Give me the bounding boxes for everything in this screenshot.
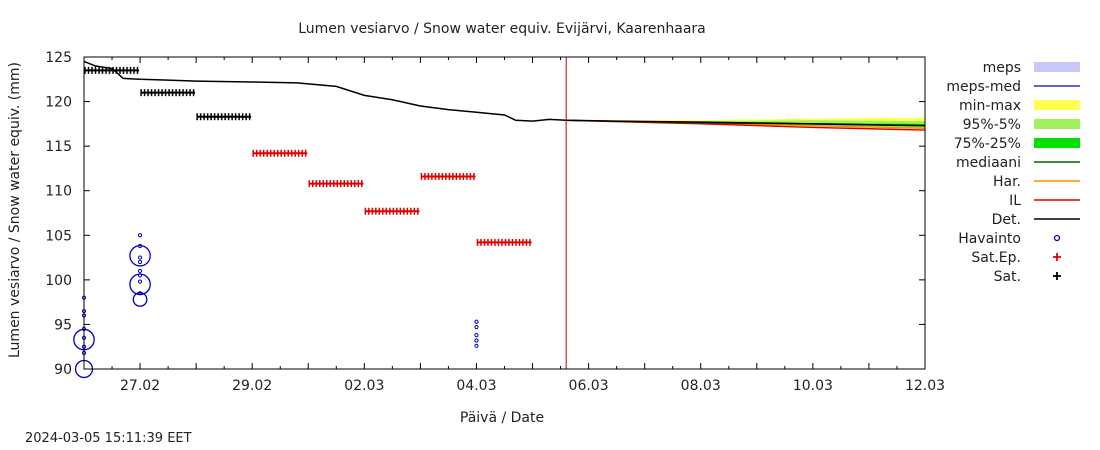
y-tick-label: 115 xyxy=(45,139,72,155)
det-line xyxy=(83,60,926,127)
legend-swatch-p75 xyxy=(1034,138,1080,148)
legend-swatch-minmax xyxy=(1034,100,1080,110)
x-tick-label: 06.03 xyxy=(569,378,609,394)
series-lines xyxy=(83,57,926,369)
satep-marker xyxy=(252,149,308,157)
axes: 90 95 100 105 110 115 120 125 27.02 29.02 02.03 04.… xyxy=(45,50,945,394)
sat-marker xyxy=(84,66,140,74)
x-tick-label: 04.03 xyxy=(456,378,496,394)
timestamp: 2024-03-05 15:11:39 EET xyxy=(25,431,192,446)
havainto-circle xyxy=(129,244,151,267)
legend-swatch-havainto xyxy=(1053,234,1061,242)
legend-swatch-sat xyxy=(1053,272,1061,280)
havainto-point xyxy=(137,259,143,265)
havainto-point xyxy=(474,338,479,343)
legend: meps meps-med min-max 95%-5% 75%-25% mediaani… xyxy=(946,60,1080,285)
legend-swatch-meps xyxy=(1034,62,1080,72)
havainto-point xyxy=(137,291,143,296)
sat-marker xyxy=(140,89,196,97)
plot-frame xyxy=(83,56,926,370)
legend-label-meps: meps xyxy=(983,60,1021,76)
havainto-point xyxy=(137,279,143,284)
markers xyxy=(73,66,532,379)
satep-marker xyxy=(364,207,420,215)
y-tick-label: 95 xyxy=(54,317,72,333)
y-tick-label: 110 xyxy=(45,184,72,200)
x-tick-label: 12.03 xyxy=(905,378,945,394)
satep-marker xyxy=(420,172,476,180)
havainto-point xyxy=(137,233,143,238)
y-tick-label: 105 xyxy=(45,228,72,244)
x-tick-label: 27.02 xyxy=(120,378,160,394)
satep-marker xyxy=(476,238,532,246)
y-tick-label: 120 xyxy=(45,95,72,111)
havainto-point xyxy=(474,319,479,324)
sat-marker xyxy=(196,113,252,121)
legend-label-meps_med: meps-med xyxy=(946,79,1021,95)
legend-swatch-satep xyxy=(1053,253,1061,261)
havainto-point xyxy=(474,325,479,330)
legend-label-p95: 95%-5% xyxy=(963,117,1021,133)
havainto-circle xyxy=(132,292,148,307)
legend-label-median: mediaani xyxy=(956,155,1021,171)
chart-title: Lumen vesiarvo / Snow water equiv. Evijä… xyxy=(298,21,706,37)
havainto-point xyxy=(474,343,479,348)
havainto-point xyxy=(474,333,479,338)
legend-label-sat: Sat. xyxy=(994,269,1021,285)
x-tick-label: 29.02 xyxy=(232,378,272,394)
y-tick-label: 90 xyxy=(54,362,72,378)
x-tick-label: 08.03 xyxy=(681,378,721,394)
legend-swatch-p95 xyxy=(1034,119,1080,129)
y-tick-label: 125 xyxy=(45,50,72,66)
legend-label-satep: Sat.Ep. xyxy=(971,250,1021,266)
havainto-point xyxy=(137,268,143,274)
y-tick-label: 100 xyxy=(45,273,72,289)
y-axis-label: Lumen vesiarvo / Snow water equiv. (mm) xyxy=(7,62,23,358)
legend-label-p75: 75%-25% xyxy=(954,136,1021,152)
x-axis-label: Päivä / Date xyxy=(460,410,544,426)
satep-marker xyxy=(308,180,364,188)
x-tick-label: 10.03 xyxy=(793,378,833,394)
legend-label-havainto: Havainto xyxy=(958,231,1021,247)
havainto-point xyxy=(137,273,143,278)
havainto-point xyxy=(137,243,143,249)
legend-label-det: Det. xyxy=(992,212,1021,228)
p95-band xyxy=(566,120,925,129)
havainto-point xyxy=(137,255,143,260)
legend-label-har: Har. xyxy=(993,174,1021,190)
x-tick-label: 02.03 xyxy=(344,378,384,394)
legend-label-minmax: min-max xyxy=(959,98,1021,114)
legend-label-il: IL xyxy=(1009,193,1021,209)
